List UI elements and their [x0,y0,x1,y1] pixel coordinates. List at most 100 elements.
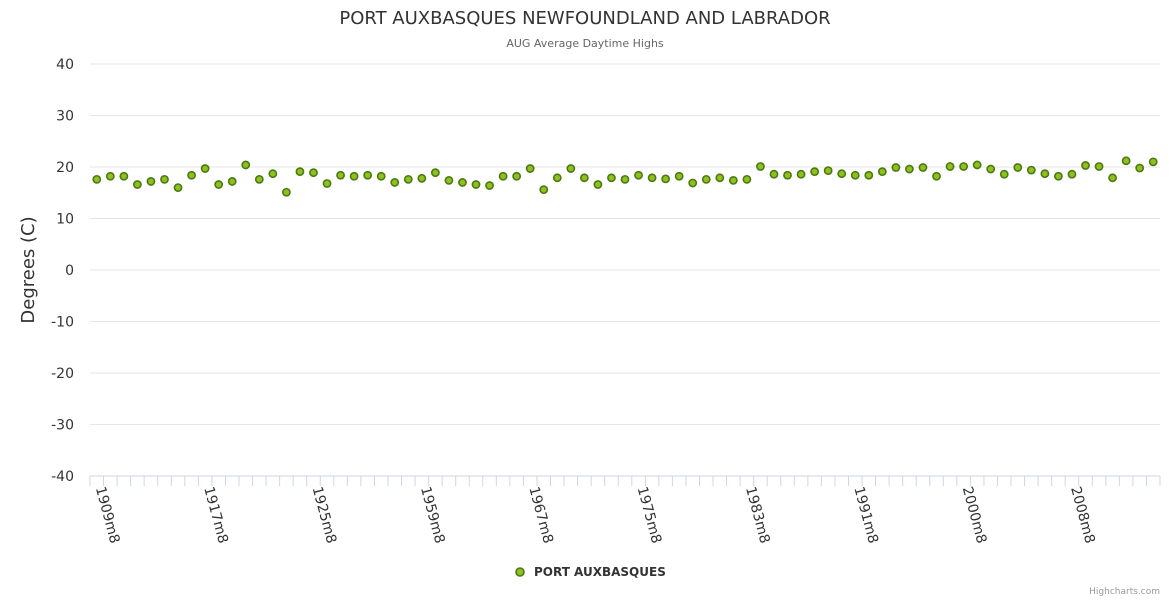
data-point[interactable] [173,183,183,192]
data-point[interactable] [552,173,562,183]
data-point[interactable] [850,170,860,180]
data-point[interactable] [539,185,549,195]
data-point[interactable] [471,180,481,189]
data-point[interactable] [634,170,643,180]
data-point[interactable] [281,187,291,197]
data-point[interactable] [932,171,941,181]
data-point[interactable] [295,167,305,177]
data-point[interactable] [823,166,833,176]
data-point[interactable] [593,180,603,189]
data-point[interactable] [363,170,373,180]
data-point[interactable] [905,164,914,174]
data-point[interactable] [525,164,535,173]
data-point[interactable] [986,164,996,174]
y-tick-label: 0 [65,263,74,279]
data-point[interactable] [837,169,847,179]
data-point[interactable] [349,171,359,181]
data-point[interactable] [674,171,684,181]
legend[interactable]: PORT AUXBASQUES [515,565,666,579]
data-point[interactable] [268,169,278,179]
y-tick-label: 40 [56,57,74,73]
y-tick-label: 10 [56,212,74,228]
data-point[interactable] [1094,162,1104,171]
data-point[interactable] [336,170,345,180]
x-tick-label: 1967m8 [525,485,556,545]
data-point[interactable] [756,162,765,171]
data-point[interactable] [728,175,738,185]
data-point[interactable] [877,167,887,177]
data-point[interactable] [945,162,955,171]
data-point[interactable] [227,177,237,186]
data-point[interactable] [214,180,224,189]
data-point[interactable] [1067,169,1077,179]
data-point[interactable] [1040,169,1050,179]
data-point[interactable] [403,174,413,184]
data-point[interactable] [769,169,779,179]
data-point[interactable] [607,173,616,183]
data-point[interactable] [1081,161,1090,170]
data-point[interactable] [999,169,1009,179]
data-point[interactable] [92,174,102,184]
data-point[interactable] [376,171,386,181]
data-point[interactable] [566,164,576,173]
grid-lines [90,63,1160,477]
data-point[interactable] [1135,163,1145,173]
data-point[interactable] [959,162,969,171]
data-point[interactable] [688,178,698,188]
data-point[interactable] [133,180,142,189]
data-point[interactable] [742,174,752,184]
data-point[interactable] [512,171,522,181]
x-tick-label: 1959m8 [417,485,448,545]
credits-link[interactable]: Highcharts.com [1089,587,1160,597]
chart-title: PORT AUXBASQUES NEWFOUNDLAND AND LABRADO… [339,8,830,29]
data-point[interactable] [972,160,982,170]
data-point[interactable] [200,164,210,173]
x-tick-label: 1975m8 [634,485,665,545]
data-point[interactable] [444,175,454,185]
data-point[interactable] [1108,173,1117,183]
x-tick-label: 1991m8 [850,485,881,545]
data-point[interactable] [254,174,264,184]
data-point[interactable] [1054,171,1063,181]
data-point[interactable] [864,170,874,180]
data-point[interactable] [105,171,115,181]
x-tick-label: 1925m8 [309,485,340,545]
x-tick-label: 2008m8 [1067,485,1098,545]
data-point[interactable] [1026,165,1036,175]
data-point[interactable] [430,168,440,178]
data-point[interactable] [620,174,630,184]
data-point[interactable] [187,170,196,180]
data-point[interactable] [918,163,928,172]
data-point[interactable] [701,174,711,184]
data-point[interactable] [796,169,806,179]
data-points [92,156,1158,197]
data-point[interactable] [309,168,318,178]
data-point[interactable] [1121,156,1131,166]
data-point[interactable] [715,173,725,183]
y-tick-label: 30 [56,109,74,125]
data-point[interactable] [322,179,332,188]
legend-marker [515,567,525,577]
data-point[interactable] [498,171,508,181]
data-point[interactable] [458,178,467,187]
data-point[interactable] [390,178,400,187]
data-point[interactable] [1148,157,1158,167]
data-point[interactable] [241,160,251,170]
data-point[interactable] [160,174,169,184]
data-point[interactable] [119,171,129,181]
x-tick-label: 2000m8 [959,485,990,545]
y-tick-label: -20 [51,366,74,382]
legend-label[interactable]: PORT AUXBASQUES [534,565,666,579]
data-point[interactable] [146,177,156,186]
data-point[interactable] [1013,163,1023,172]
data-point[interactable] [810,167,820,177]
data-point[interactable] [661,174,671,184]
data-point[interactable] [647,173,657,183]
data-point[interactable] [579,173,589,183]
data-point[interactable] [783,170,792,180]
data-point[interactable] [485,181,494,190]
data-point[interactable] [891,163,901,172]
x-tick-label: 1983m8 [742,485,773,545]
data-point[interactable] [417,173,427,183]
